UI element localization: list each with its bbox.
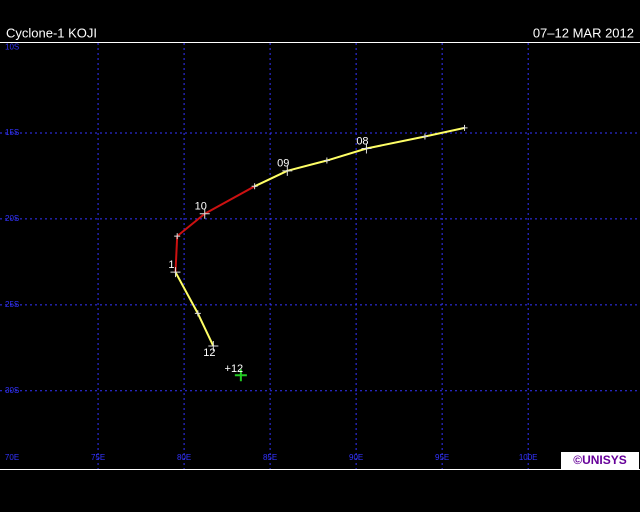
track-segment — [176, 212, 206, 237]
track-point — [361, 143, 372, 154]
track-point — [194, 310, 201, 317]
lon-label: 95E — [435, 453, 449, 462]
track-point — [421, 133, 428, 140]
lat-label: 10S — [5, 42, 19, 51]
logo-box — [561, 452, 639, 469]
track-point — [174, 233, 181, 240]
lon-label: 80E — [177, 453, 191, 462]
time-label: 08 — [356, 135, 368, 147]
time-label: 10 — [195, 201, 207, 213]
storm-title: Cyclone-1 KOJI — [6, 25, 97, 40]
forecast-point — [234, 369, 247, 382]
track-segment — [174, 236, 179, 273]
lon-label: 100E — [519, 453, 538, 462]
lat-label: 15S — [5, 128, 19, 137]
logo: ©UNISYS — [573, 453, 627, 467]
track-point — [170, 267, 181, 278]
track-point — [199, 208, 210, 219]
date-range: 07–12 MAR 2012 — [533, 25, 634, 40]
track-point — [323, 157, 330, 164]
lon-label: 90E — [349, 453, 363, 462]
track-segment — [174, 271, 199, 314]
lat-label: 25S — [5, 300, 19, 309]
forecast-label: +12 — [225, 363, 244, 375]
track-point — [461, 124, 468, 131]
time-label: 09 — [277, 158, 289, 170]
time-label: 1 — [168, 259, 174, 271]
lat-label: 30S — [5, 386, 19, 395]
time-label: 12 — [203, 347, 215, 359]
lon-label: 85E — [263, 453, 277, 462]
track-segment — [287, 159, 328, 172]
track-point — [282, 165, 293, 176]
lat-label: 20S — [5, 214, 19, 223]
lon-label: 70E — [5, 453, 19, 462]
lon-label: 75E — [91, 453, 105, 462]
track-segment — [254, 169, 288, 188]
track-segment — [204, 185, 256, 215]
track-segment — [196, 312, 215, 347]
track-segment — [424, 126, 465, 138]
track-point — [251, 183, 258, 190]
track-segment — [326, 147, 367, 162]
track-segment — [366, 135, 426, 150]
track-point — [208, 341, 219, 352]
